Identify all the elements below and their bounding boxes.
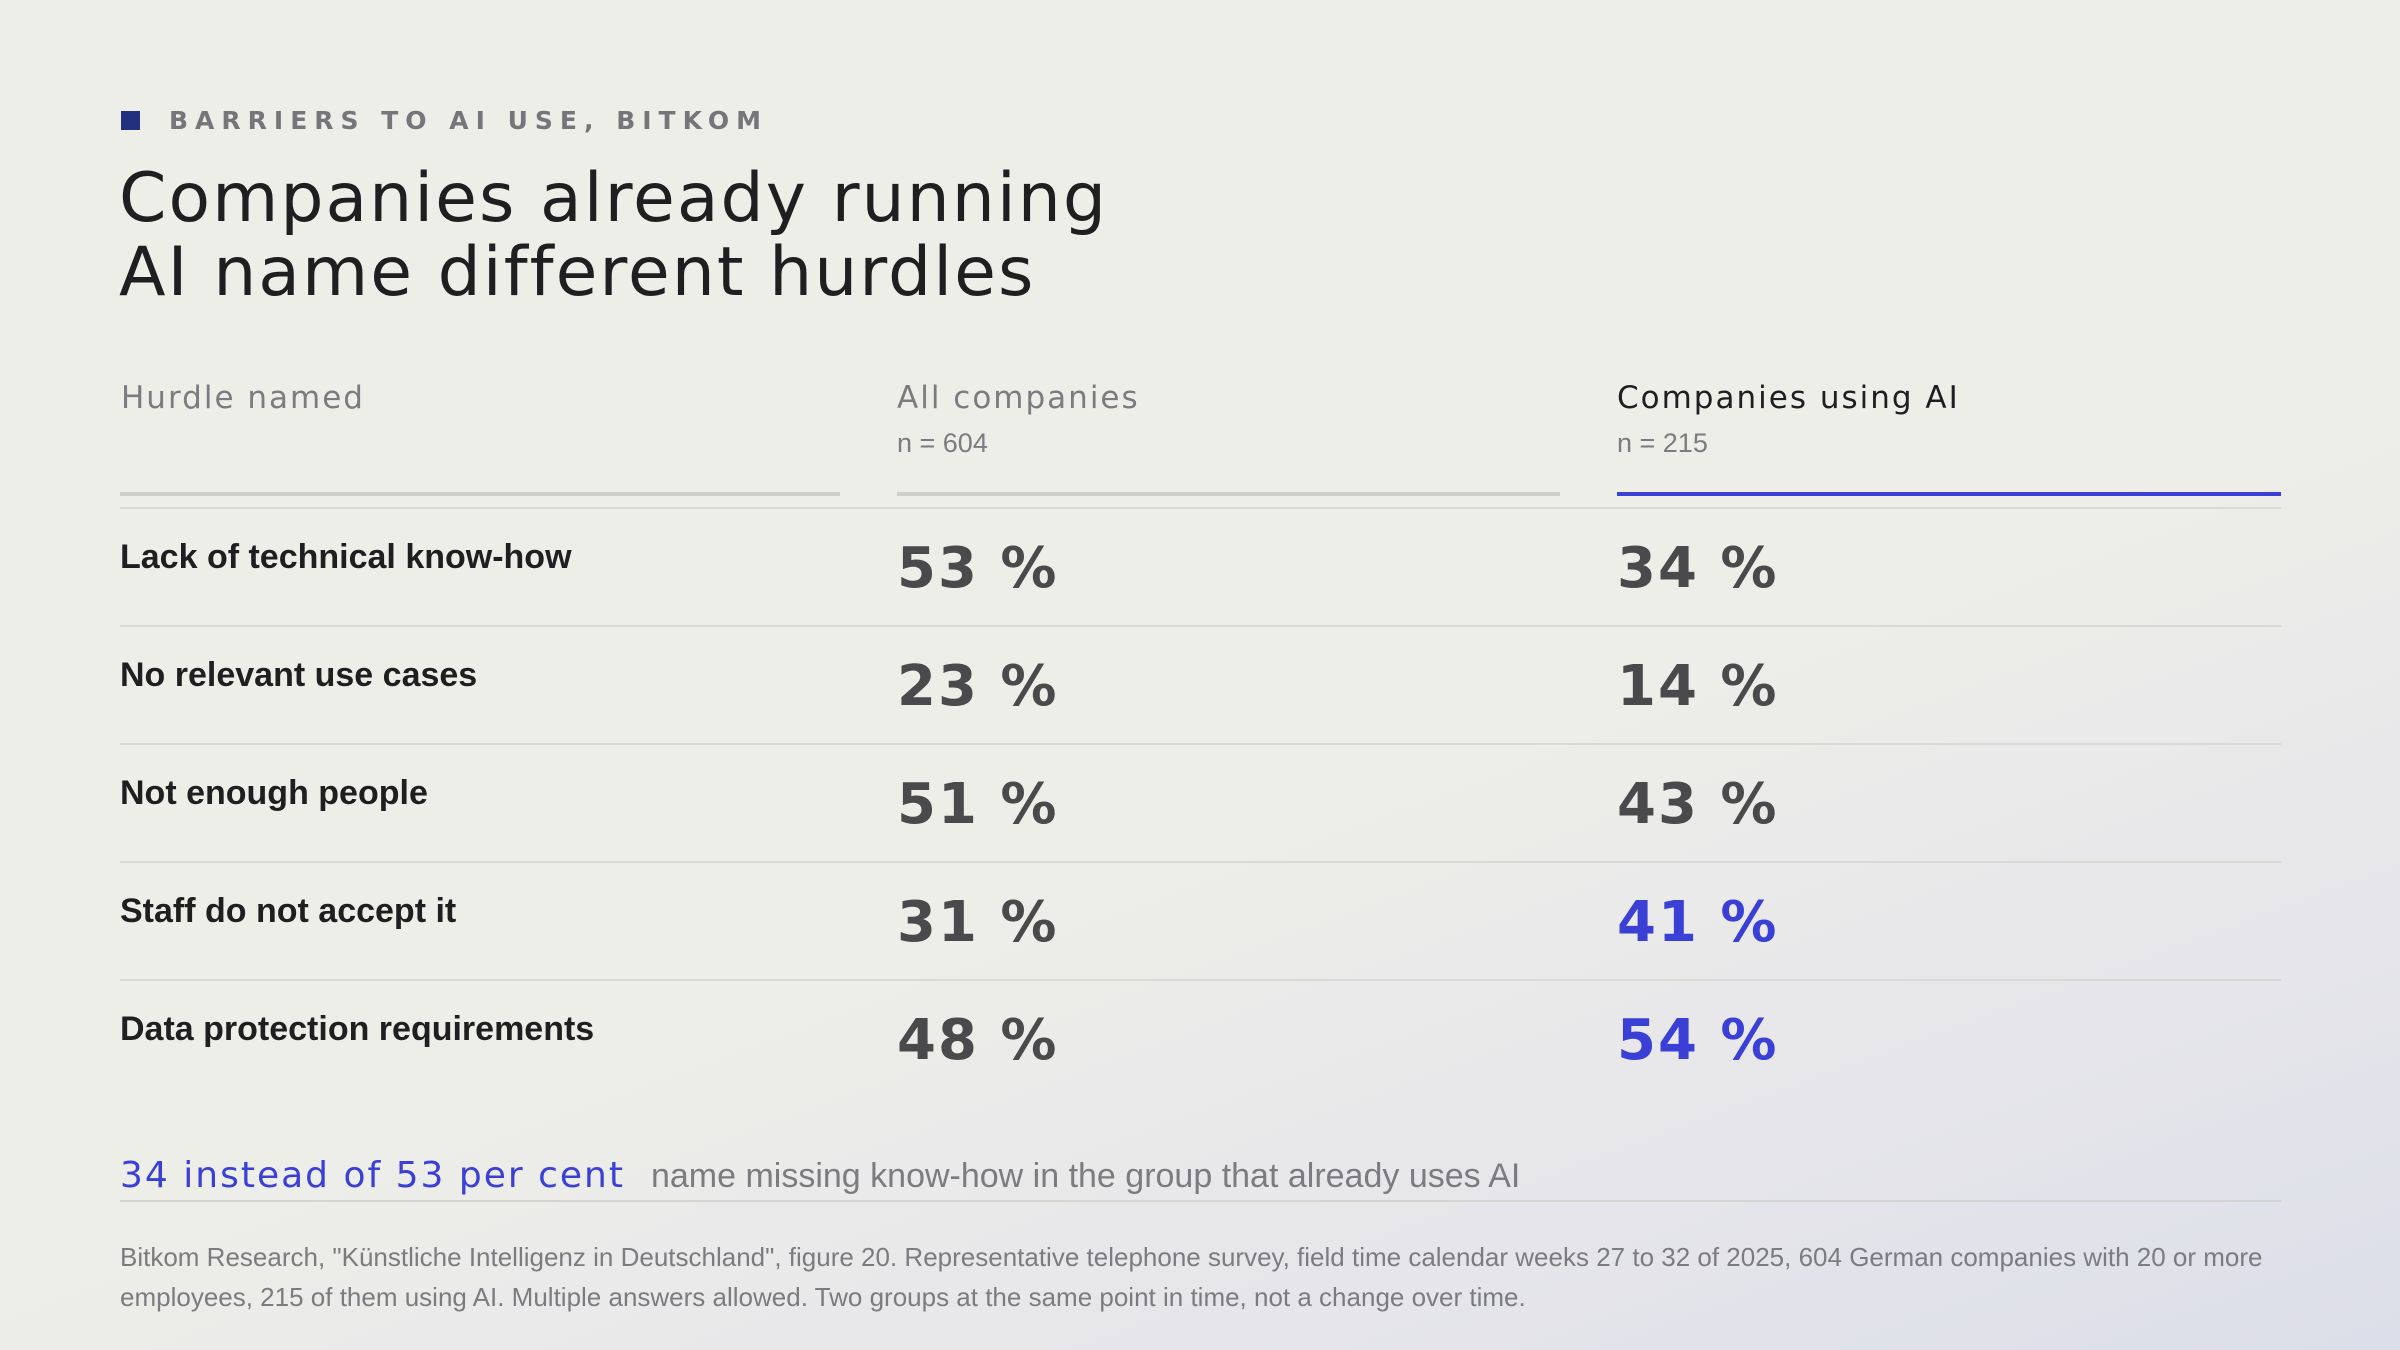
hurdle-label: Not enough people (120, 774, 428, 812)
eyebrow-label: BARRIERS TO AI USE, BITKOM (169, 105, 768, 135)
table-row: Not enough people 51 % 43 % (120, 743, 2281, 861)
value-companies-using-ai: 34 % (1617, 536, 1779, 601)
page-title: Companies already running AI name differ… (119, 162, 1419, 310)
column-rule-hurdle (120, 492, 840, 496)
hurdles-table: Lack of technical know-how 53 % 34 % No rel… (120, 507, 2281, 1097)
eyebrow-square-icon (121, 110, 140, 130)
callout-rest: name missing know-how in the group that … (650, 1157, 1521, 1195)
hurdle-label: Data protection requirements (120, 1010, 595, 1048)
title-line-1: Companies already running (119, 159, 1108, 238)
table-row: Data protection requirements 48 % 54 % (120, 979, 2281, 1097)
column-header-all-n: n = 604 (897, 428, 988, 458)
value-all-companies: 53 % (897, 536, 1059, 601)
callout-strong: 34 instead of 53 per cent (120, 1155, 625, 1196)
table-row: Staff do not accept it 31 % 41 % (120, 861, 2281, 979)
column-header-all: All companies n = 604 (897, 380, 1140, 459)
column-header-ai: Companies using AI n = 215 (1617, 380, 1960, 459)
value-companies-using-ai: 54 % (1617, 1008, 1779, 1073)
hurdle-label: Staff do not accept it (120, 892, 457, 930)
column-rule-ai (1617, 492, 2281, 496)
eyebrow: BARRIERS TO AI USE, BITKOM (121, 105, 768, 135)
column-header-ai-n: n = 215 (1617, 428, 1708, 458)
table-row: Lack of technical know-how 53 % 34 % (120, 507, 2281, 625)
column-header-hurdle: Hurdle named (121, 380, 365, 416)
table-row: No relevant use cases 23 % 14 % (120, 625, 2281, 743)
value-all-companies: 48 % (897, 1008, 1059, 1073)
value-companies-using-ai: 14 % (1617, 654, 1779, 719)
column-rule-all (897, 492, 1560, 496)
value-all-companies: 31 % (897, 890, 1059, 955)
hurdle-label: Lack of technical know-how (120, 538, 572, 576)
source-note: Bitkom Research, "Künstliche Intelligenz… (120, 1242, 2263, 1312)
column-header-ai-label: Companies using AI (1617, 380, 1960, 416)
value-companies-using-ai: 41 % (1617, 890, 1779, 955)
value-companies-using-ai: 43 % (1617, 772, 1779, 837)
value-all-companies: 23 % (897, 654, 1059, 719)
callout-divider (120, 1200, 2281, 1202)
column-header-all-label: All companies (897, 380, 1140, 416)
column-header-hurdle-label: Hurdle named (121, 380, 365, 416)
value-all-companies: 51 % (897, 772, 1059, 837)
hurdle-label: No relevant use cases (120, 656, 478, 694)
title-line-2: AI name different hurdles (119, 233, 1036, 312)
callout: 34 instead of 53 per cent name missing k… (120, 1155, 1520, 1196)
